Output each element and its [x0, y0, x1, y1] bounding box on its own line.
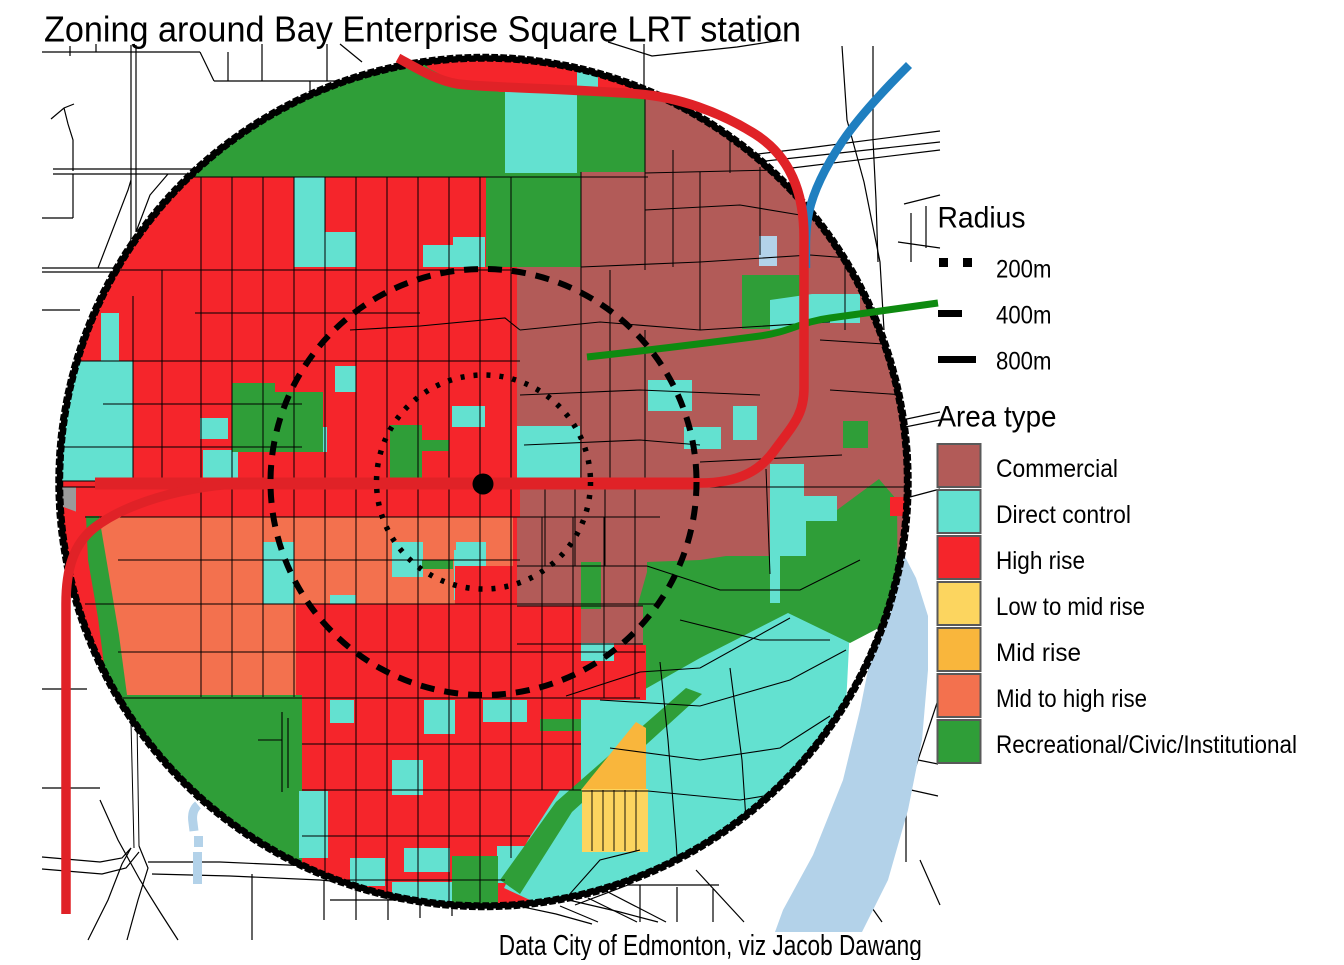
svg-text:Mid to high rise: Mid to high rise — [996, 685, 1147, 713]
svg-text:Low to mid rise: Low to mid rise — [996, 593, 1145, 621]
svg-text:Recreational/Civic/Institution: Recreational/Civic/Institutional — [996, 731, 1297, 759]
svg-text:Data City of Edmonton, viz Jac: Data City of Edmonton, viz Jacob Dawang — [499, 930, 922, 960]
svg-text:High rise: High rise — [996, 547, 1085, 575]
svg-text:Direct control: Direct control — [996, 501, 1131, 529]
svg-text:Radius: Radius — [938, 202, 1026, 235]
svg-text:Mid rise: Mid rise — [996, 639, 1081, 667]
svg-text:Commercial: Commercial — [996, 455, 1118, 483]
svg-text:400m: 400m — [996, 301, 1051, 329]
svg-text:800m: 800m — [996, 348, 1051, 376]
svg-text:Zoning around Bay Enterprise S: Zoning around Bay Enterprise Square LRT … — [44, 9, 801, 50]
svg-text:200m: 200m — [996, 256, 1051, 284]
svg-text:Area type: Area type — [938, 401, 1057, 434]
